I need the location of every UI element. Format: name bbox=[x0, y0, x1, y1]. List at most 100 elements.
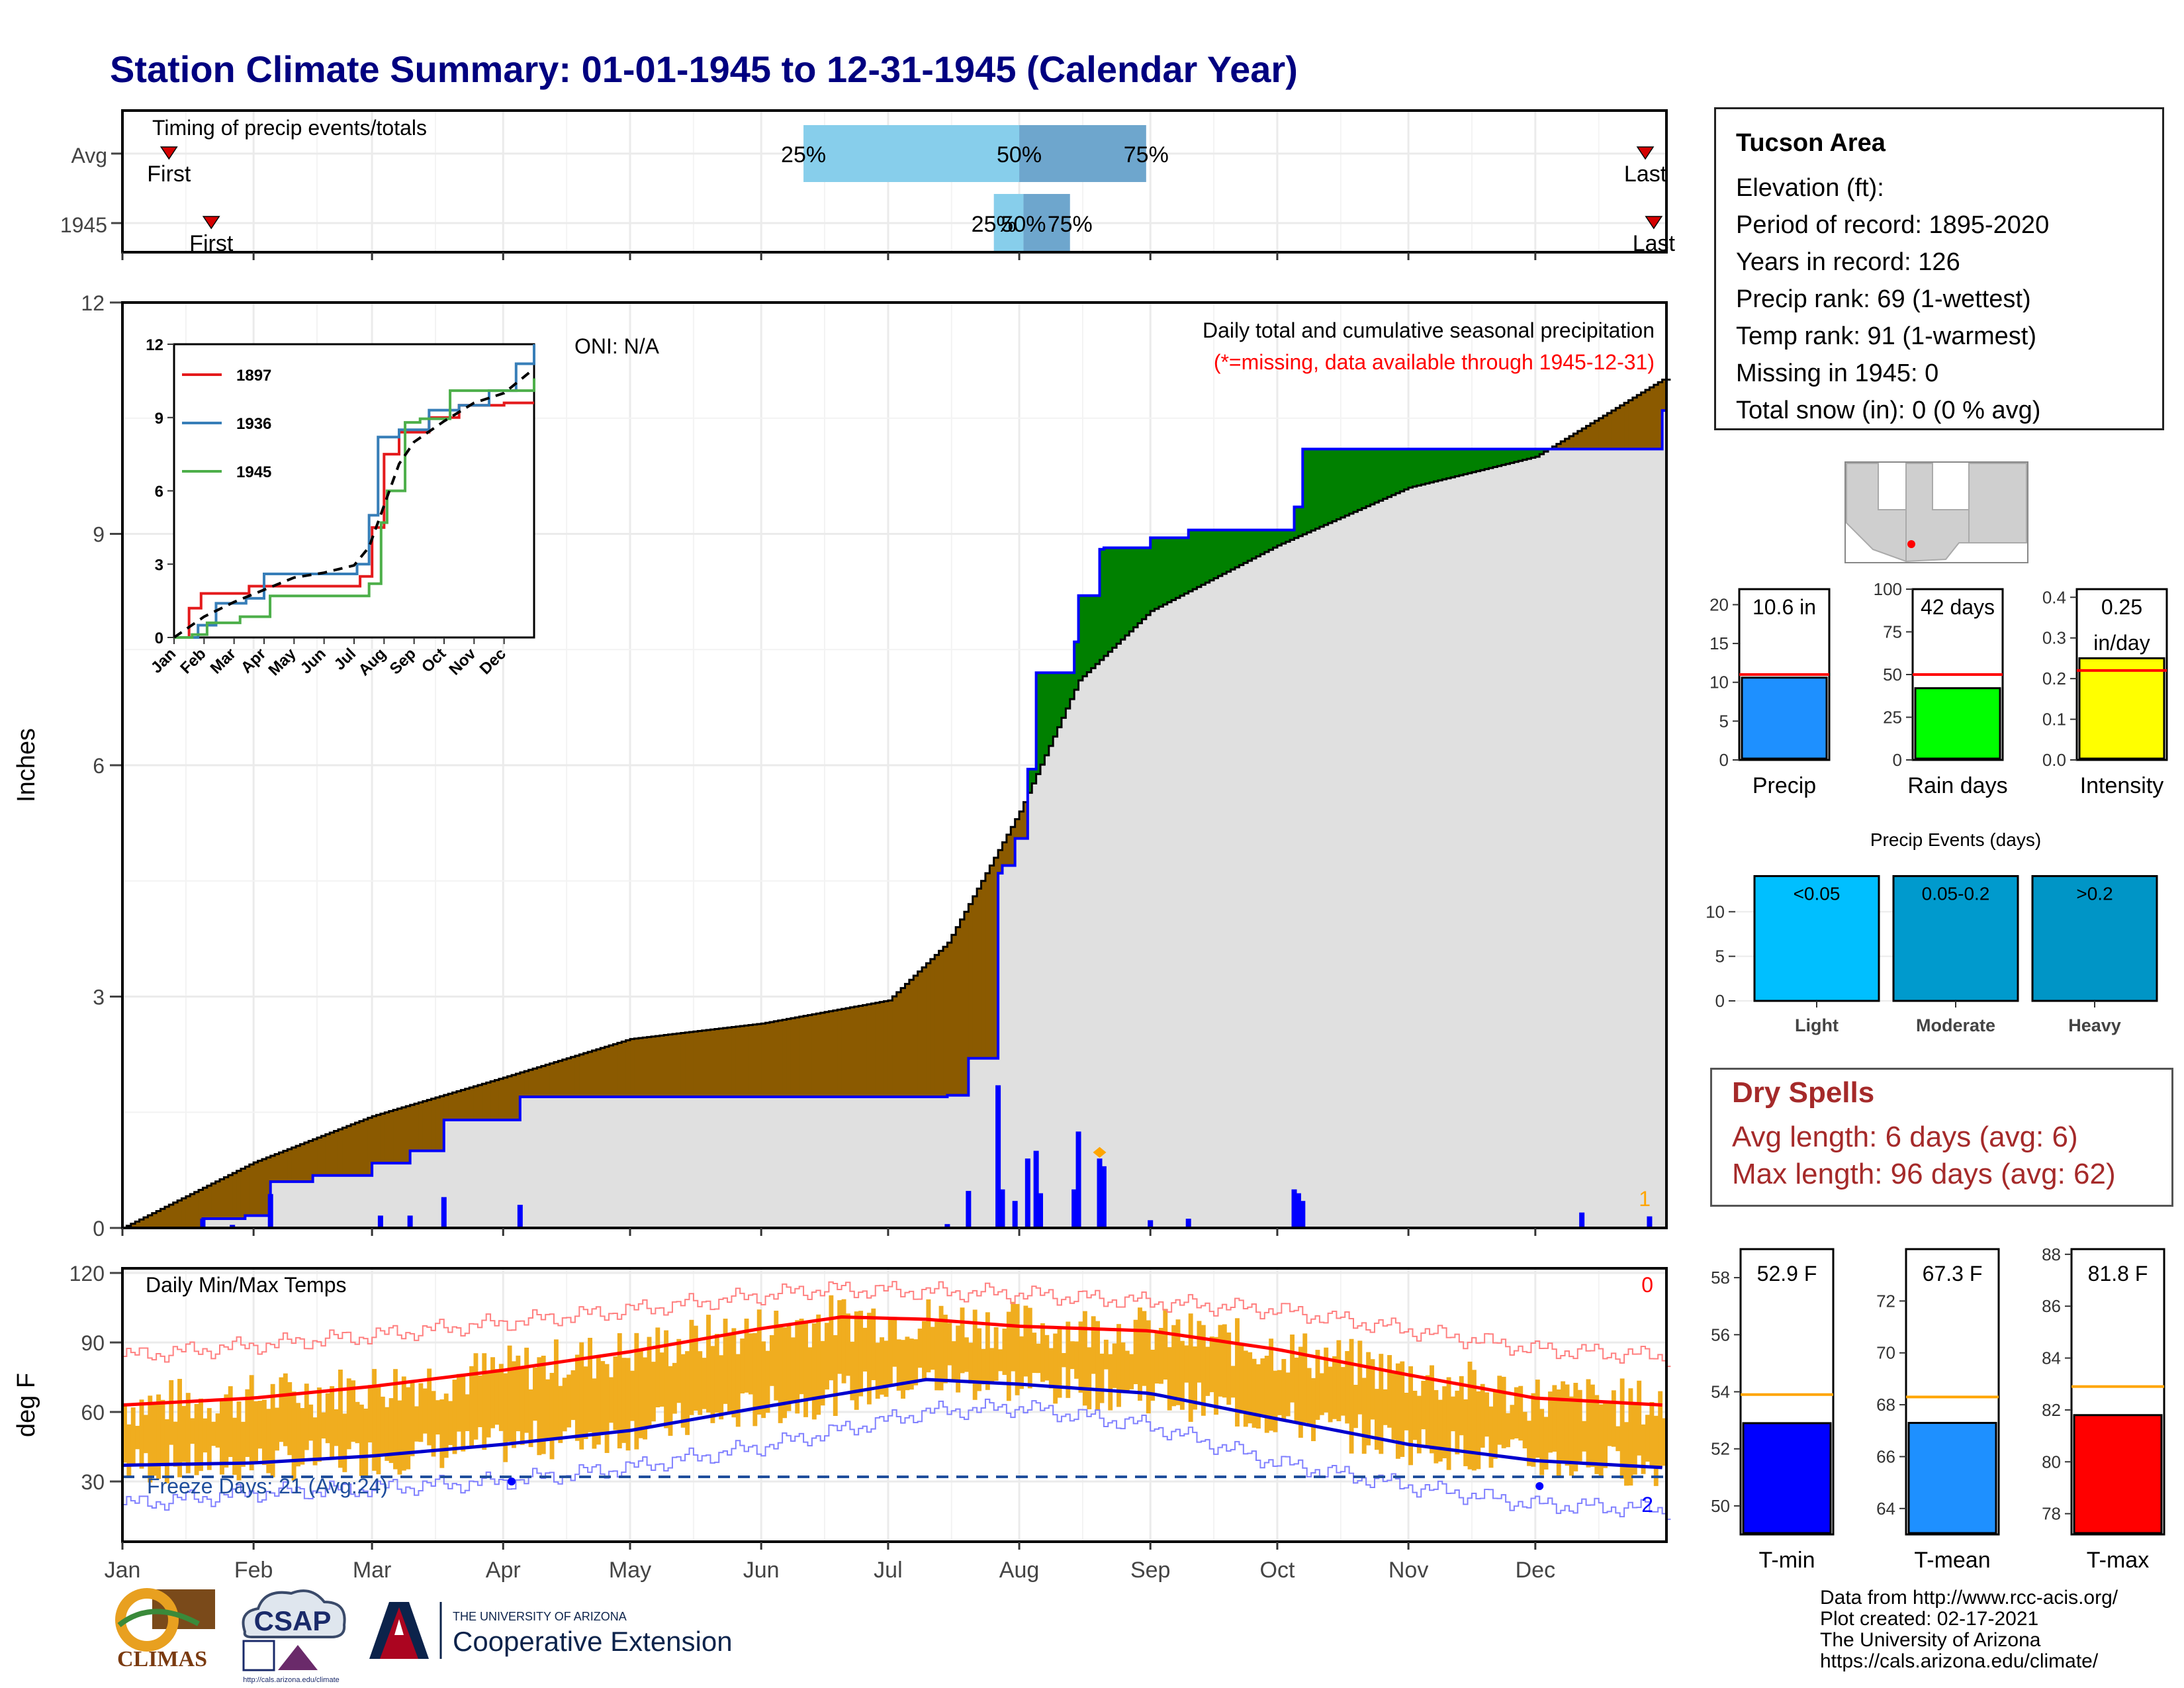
daily-temp-bar bbox=[993, 1327, 999, 1381]
daily-temp-bar bbox=[397, 1400, 402, 1475]
daily-temp-bar bbox=[334, 1409, 339, 1446]
surplus-band bbox=[1290, 530, 1295, 540]
station-location-marker bbox=[1907, 540, 1915, 548]
surplus-band bbox=[1463, 449, 1469, 475]
timing-frame bbox=[121, 109, 1668, 254]
daily-precip-bar bbox=[995, 1085, 1001, 1228]
daily-temp-bar bbox=[143, 1415, 148, 1454]
daily-temp-bar bbox=[748, 1333, 753, 1395]
surplus-band bbox=[1027, 769, 1032, 793]
surplus-band bbox=[1201, 530, 1206, 585]
daily-temp-bar bbox=[820, 1340, 825, 1406]
precip-events-range-0: <0.05 bbox=[1794, 883, 1841, 904]
timing-last-marker-1 bbox=[1645, 216, 1663, 230]
daily-temp-bar bbox=[300, 1408, 305, 1465]
deficit-band bbox=[1624, 402, 1629, 449]
deficit-band bbox=[702, 1030, 707, 1097]
daily-temp-bar bbox=[1248, 1352, 1253, 1424]
temp-gauge-ytick-label-1-1: 66 bbox=[1876, 1446, 1895, 1466]
daily-temp-bar bbox=[562, 1378, 567, 1432]
deficit-band bbox=[203, 1188, 208, 1219]
deficit-band bbox=[799, 1016, 804, 1097]
month-label-jul: Jul bbox=[874, 1558, 902, 1583]
temp-gauge-ytick-label-1-0: 64 bbox=[1876, 1499, 1895, 1519]
daily-temp-bar bbox=[621, 1358, 627, 1443]
deficit-band bbox=[418, 1102, 424, 1151]
info-missing: Missing in 1945: 0 bbox=[1736, 359, 1939, 387]
info-precip-rank: Precip rank: 69 (1-wettest) bbox=[1736, 285, 2031, 313]
surplus-band bbox=[1370, 449, 1375, 504]
deficit-band bbox=[693, 1031, 698, 1097]
daily-temp-bar bbox=[1501, 1376, 1506, 1448]
daily-temp-bar bbox=[418, 1383, 424, 1442]
gauge-label-1: Rain days bbox=[1907, 773, 2007, 798]
deficit-band bbox=[1611, 410, 1616, 449]
daily-temp-bar bbox=[1527, 1421, 1531, 1466]
temp-gauge-ytick-label-2-2: 82 bbox=[2042, 1400, 2061, 1420]
daily-temp-bar bbox=[1459, 1376, 1464, 1436]
daily-precip-bar bbox=[1185, 1219, 1191, 1228]
daily-temp-bar bbox=[1383, 1389, 1388, 1425]
timing-iqr-low-0 bbox=[803, 125, 1020, 182]
daily-temp-bar bbox=[266, 1409, 271, 1474]
daily-temp-bar bbox=[122, 1405, 127, 1463]
daily-temp-bar bbox=[638, 1348, 643, 1438]
deficit-band bbox=[698, 1031, 703, 1097]
daily-temp-bar bbox=[465, 1394, 470, 1431]
temp-gauge-ytick-label-2-4: 86 bbox=[2042, 1296, 2061, 1316]
temp-panel-label: Daily Min/Max Temps bbox=[146, 1273, 346, 1297]
daily-temp-bar bbox=[1391, 1373, 1396, 1440]
daily-temp-bar bbox=[443, 1393, 449, 1458]
daily-temp-bar bbox=[1336, 1340, 1342, 1421]
temp-series-avg-min bbox=[122, 1378, 1662, 1470]
daily-temp-bar bbox=[1294, 1357, 1299, 1423]
surplus-band bbox=[1480, 449, 1485, 471]
daily-temp-bar bbox=[359, 1404, 364, 1476]
daily-temp-bar bbox=[1624, 1422, 1629, 1486]
daily-temp-bar bbox=[1548, 1391, 1553, 1453]
timing-iqr-high-0 bbox=[1019, 125, 1146, 182]
daily-temp-bar bbox=[1412, 1390, 1418, 1440]
daily-temp-bar bbox=[740, 1338, 745, 1394]
daily-precip-bar bbox=[1291, 1189, 1297, 1228]
deficit-band bbox=[1615, 408, 1621, 449]
daily-temp-bar bbox=[220, 1401, 224, 1475]
daily-precip-bar bbox=[230, 1225, 236, 1228]
daily-temp-bar bbox=[850, 1341, 855, 1401]
deficit-band bbox=[790, 1018, 796, 1097]
daily-precip-bar bbox=[441, 1197, 447, 1228]
deficit-band bbox=[731, 1027, 737, 1097]
dry-spells-title: Dry Spells bbox=[1732, 1076, 1875, 1109]
surplus-band bbox=[1214, 530, 1219, 579]
deficit-band bbox=[325, 1134, 330, 1176]
precip-events-range-2: >0.2 bbox=[2076, 883, 2113, 904]
climas-logo: CLIMAS bbox=[106, 1585, 218, 1678]
daily-temp-bar bbox=[1374, 1389, 1379, 1450]
daily-temp-bar bbox=[960, 1307, 965, 1374]
daily-temp-bar bbox=[448, 1401, 453, 1446]
deficit-band bbox=[232, 1172, 238, 1219]
deficit-band bbox=[786, 1019, 792, 1097]
deficit-band bbox=[304, 1143, 309, 1182]
deficit-band bbox=[346, 1126, 351, 1176]
deficit-band bbox=[638, 1038, 643, 1097]
average-cumulative-line bbox=[122, 379, 1671, 1229]
daily-temp-bar bbox=[752, 1333, 758, 1427]
deficit-band bbox=[719, 1028, 724, 1097]
surplus-band bbox=[1053, 673, 1058, 737]
daily-temp-bar bbox=[1556, 1389, 1561, 1477]
daily-temp-bar bbox=[1129, 1354, 1134, 1389]
daily-temp-bar bbox=[1573, 1382, 1578, 1472]
timing-p25-label-0: 25% bbox=[781, 142, 826, 167]
daily-temp-bar bbox=[825, 1323, 829, 1390]
daily-temp-bar bbox=[1510, 1405, 1515, 1440]
surplus-band bbox=[1421, 449, 1426, 485]
temperature-gauges: 50 52 54 56 58 52.9 F T-min 64 66 68 70 72 67.3 F T-m… bbox=[1711, 1244, 2165, 1573]
surplus-band bbox=[1319, 449, 1324, 527]
daily-temp-bar bbox=[545, 1379, 551, 1439]
gauge-ytick-label-1-3: 75 bbox=[1883, 622, 1902, 642]
deficit-band bbox=[1573, 434, 1578, 449]
deficit-band bbox=[1649, 387, 1655, 449]
daily-temp-bar bbox=[1133, 1319, 1138, 1385]
